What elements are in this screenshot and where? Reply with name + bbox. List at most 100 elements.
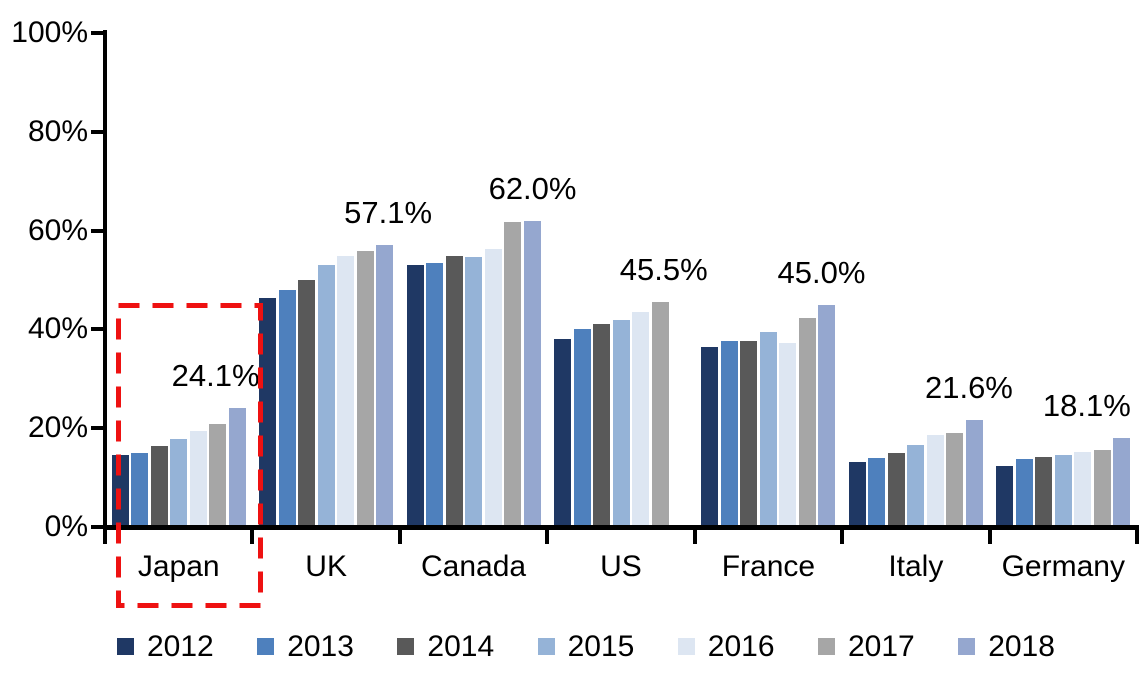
bar-japan-2018: [228, 407, 246, 527]
bar-france-2018: [818, 304, 836, 527]
y-axis-tick-100-: [91, 31, 107, 35]
x-axis-tick-2: [397, 527, 402, 544]
y-axis-label-60-: 60%: [27, 213, 88, 247]
x-axis-tick-0: [103, 527, 107, 544]
legend-swatch-2017: [818, 638, 835, 655]
x-axis-tick-4: [692, 527, 697, 544]
y-axis-label-40-: 40%: [27, 312, 88, 346]
value-label-us: 45.5%: [619, 252, 708, 288]
bar-canada-2018: [523, 220, 541, 527]
bar-japan-2016: [189, 430, 207, 527]
bar-uk-2012: [259, 298, 277, 527]
y-axis-tick-60-: [91, 228, 107, 233]
bar-us-2016: [632, 311, 649, 527]
legend-label-2018: 2018: [988, 630, 1055, 663]
bar-japan-2013: [131, 452, 149, 527]
bar-canada-2012: [406, 264, 424, 527]
bar-italy-2017: [946, 432, 964, 527]
legend-swatch-2013: [257, 638, 275, 655]
highlight-box-rect: [116, 303, 263, 608]
bar-uk-2016: [337, 256, 355, 527]
bar-canada-2015: [465, 256, 483, 527]
bar-japan-2014: [150, 446, 168, 527]
x-axis-tick-6: [987, 527, 992, 544]
bar-germany-2014: [1035, 457, 1053, 527]
bar-uk-2015: [317, 264, 335, 527]
x-axis-tick-5: [840, 527, 845, 544]
bar-germany-2015: [1054, 455, 1072, 527]
bar-italy-2013: [868, 457, 886, 527]
bar-germany-2017: [1093, 449, 1111, 527]
category-label-germany: Germany: [1001, 550, 1125, 583]
x-axis-tick-1: [250, 527, 255, 544]
category-label-japan: Japan: [137, 550, 220, 583]
x-axis-tick-7: [1135, 527, 1139, 544]
bar-france-2012: [701, 346, 719, 527]
bar-germany-2012: [996, 465, 1014, 527]
value-label-germany: 18.1%: [1042, 387, 1131, 423]
bar-italy-2016: [926, 434, 944, 527]
y-axis-tick-0-: [91, 525, 107, 529]
category-label-italy: Italy: [888, 550, 944, 583]
highlight-box-japan: [116, 303, 263, 608]
bar-us-2013: [573, 329, 591, 527]
y-axis-tick-80-: [91, 129, 107, 134]
value-label-canada: 62.0%: [488, 170, 577, 206]
legend-label-2015: 2015: [567, 630, 635, 663]
legend-swatch-2012: [117, 638, 134, 655]
bar-japan-2015: [170, 439, 188, 527]
y-axis-label-0-: 0%: [44, 510, 88, 543]
bar-france-2013: [720, 340, 738, 527]
bar-us-2012: [554, 338, 571, 527]
bar-canada-2016: [484, 249, 502, 527]
legend-swatch-2015: [537, 638, 555, 655]
legend-swatch-2016: [677, 638, 695, 655]
bar-canada-2013: [426, 262, 444, 527]
x-axis-tick-3: [545, 527, 550, 544]
y-axis-label-100-: 100%: [11, 16, 88, 49]
legend-swatch-2018: [958, 638, 976, 655]
bar-uk-2017: [356, 251, 374, 527]
y-axis-label-80-: 80%: [27, 114, 88, 148]
x-axis-line: [103, 525, 1139, 530]
bar-france-2015: [759, 332, 777, 527]
bar-canada-2014: [445, 255, 463, 527]
category-label-canada: Canada: [421, 550, 527, 583]
bar-france-2017: [798, 318, 816, 527]
bar-italy-2014: [887, 452, 905, 527]
legend-label-2016: 2016: [707, 630, 775, 663]
legend-swatch-2014: [397, 638, 415, 655]
bar-france-2014: [740, 340, 758, 527]
legend-label-2012: 2012: [147, 630, 214, 663]
category-label-us: US: [600, 550, 642, 583]
bar-uk-2013: [278, 290, 296, 527]
bar-uk-2014: [298, 280, 316, 527]
bar-us-2017: [651, 302, 669, 527]
value-label-japan: 24.1%: [171, 357, 260, 393]
value-label-italy: 21.6%: [924, 370, 1013, 406]
bar-italy-2018: [965, 420, 983, 527]
bar-us-2015: [612, 319, 630, 527]
bar-italy-2012: [848, 461, 866, 527]
y-axis-tick-20-: [91, 426, 107, 431]
category-label-uk: UK: [305, 550, 347, 583]
bar-germany-2013: [1015, 458, 1033, 527]
category-label-france: France: [721, 550, 816, 583]
legend-label-2017: 2017: [848, 630, 915, 663]
bar-germany-2016: [1074, 451, 1092, 527]
bar-germany-2018: [1113, 437, 1131, 527]
value-label-france: 45.0%: [777, 254, 866, 290]
y-axis-label-20-: 20%: [27, 411, 88, 445]
legend-label-2013: 2013: [287, 630, 354, 663]
bar-canada-2017: [504, 222, 522, 527]
bar-france-2016: [779, 342, 797, 527]
legend-label-2014: 2014: [427, 630, 495, 663]
y-axis-tick-40-: [91, 327, 107, 332]
bar-japan-2017: [209, 423, 227, 527]
y-axis-line: [103, 30, 107, 532]
bar-uk-2018: [376, 244, 394, 527]
bar-us-2014: [593, 324, 610, 527]
value-label-uk: 57.1%: [344, 194, 433, 230]
bar-italy-2015: [907, 444, 925, 527]
